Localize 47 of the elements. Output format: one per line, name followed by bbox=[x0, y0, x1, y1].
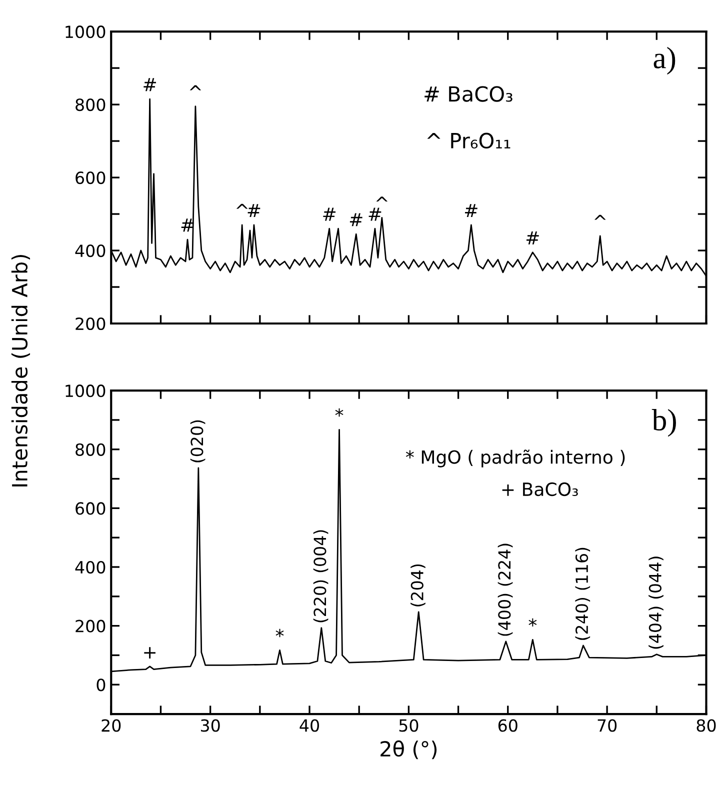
annotation: # bbox=[526, 231, 539, 244]
x-tick-label: 30 bbox=[200, 719, 220, 732]
annotation: a) bbox=[654, 46, 676, 75]
y-tick-label: 0 bbox=[96, 678, 106, 692]
annotation: + bbox=[144, 647, 156, 658]
annotation: ^ bbox=[594, 214, 606, 220]
annotation: # BaCO₃ bbox=[424, 86, 512, 102]
annotation: # bbox=[368, 208, 382, 221]
annotation: (400) (224) bbox=[498, 544, 513, 636]
annotation: b) bbox=[652, 409, 676, 437]
y-tick-label: 800 bbox=[76, 98, 106, 112]
annotation: (404) (044) bbox=[648, 556, 664, 649]
y-tick-label: 1000 bbox=[66, 26, 106, 38]
annotation: # bbox=[144, 78, 156, 92]
y-tick-label: 400 bbox=[75, 244, 106, 258]
annotation: (204) bbox=[410, 564, 426, 606]
annotation: (240) (116) bbox=[575, 548, 590, 640]
x-tick-label: 50 bbox=[399, 719, 418, 732]
x-tick-label: 70 bbox=[598, 719, 617, 732]
annotation: ^ bbox=[236, 204, 248, 209]
y-tick-label: 1000 bbox=[66, 384, 106, 398]
annotation: ^ bbox=[190, 85, 202, 90]
y-tick-label: 200 bbox=[76, 620, 106, 632]
y-axis-title: Intensidade (Unid Arb) bbox=[11, 255, 30, 486]
annotation: * bbox=[528, 618, 537, 627]
annotation: (220) (004) bbox=[313, 530, 328, 622]
annotation: * bbox=[335, 408, 344, 417]
y-tick-label: 400 bbox=[75, 560, 106, 574]
x-tick-label: 80 bbox=[696, 719, 716, 732]
annotation: * bbox=[276, 628, 284, 638]
x-tick-label: 60 bbox=[498, 719, 518, 732]
y-tick-label: 800 bbox=[76, 443, 106, 456]
y-tick-label: 600 bbox=[76, 171, 106, 184]
x-tick-label: 20 bbox=[102, 719, 121, 732]
annotation: # bbox=[350, 213, 362, 226]
y-tick-label: 200 bbox=[76, 317, 106, 330]
annotation: + BaCO₃ bbox=[502, 482, 578, 496]
x-axis-title: 2θ (°) bbox=[380, 740, 437, 760]
annotation: (020) bbox=[190, 420, 206, 462]
annotation: ^ bbox=[376, 196, 388, 202]
annotation: # bbox=[323, 208, 336, 221]
annotation: * MgO ( padrão interno ) bbox=[406, 450, 625, 468]
x-tick-label: 40 bbox=[300, 719, 319, 732]
annotation: ^ Pr₆O₁₁ bbox=[427, 132, 510, 149]
annotation: # bbox=[465, 204, 478, 218]
y-tick-label: 600 bbox=[76, 502, 106, 515]
annotation: # bbox=[248, 204, 260, 218]
